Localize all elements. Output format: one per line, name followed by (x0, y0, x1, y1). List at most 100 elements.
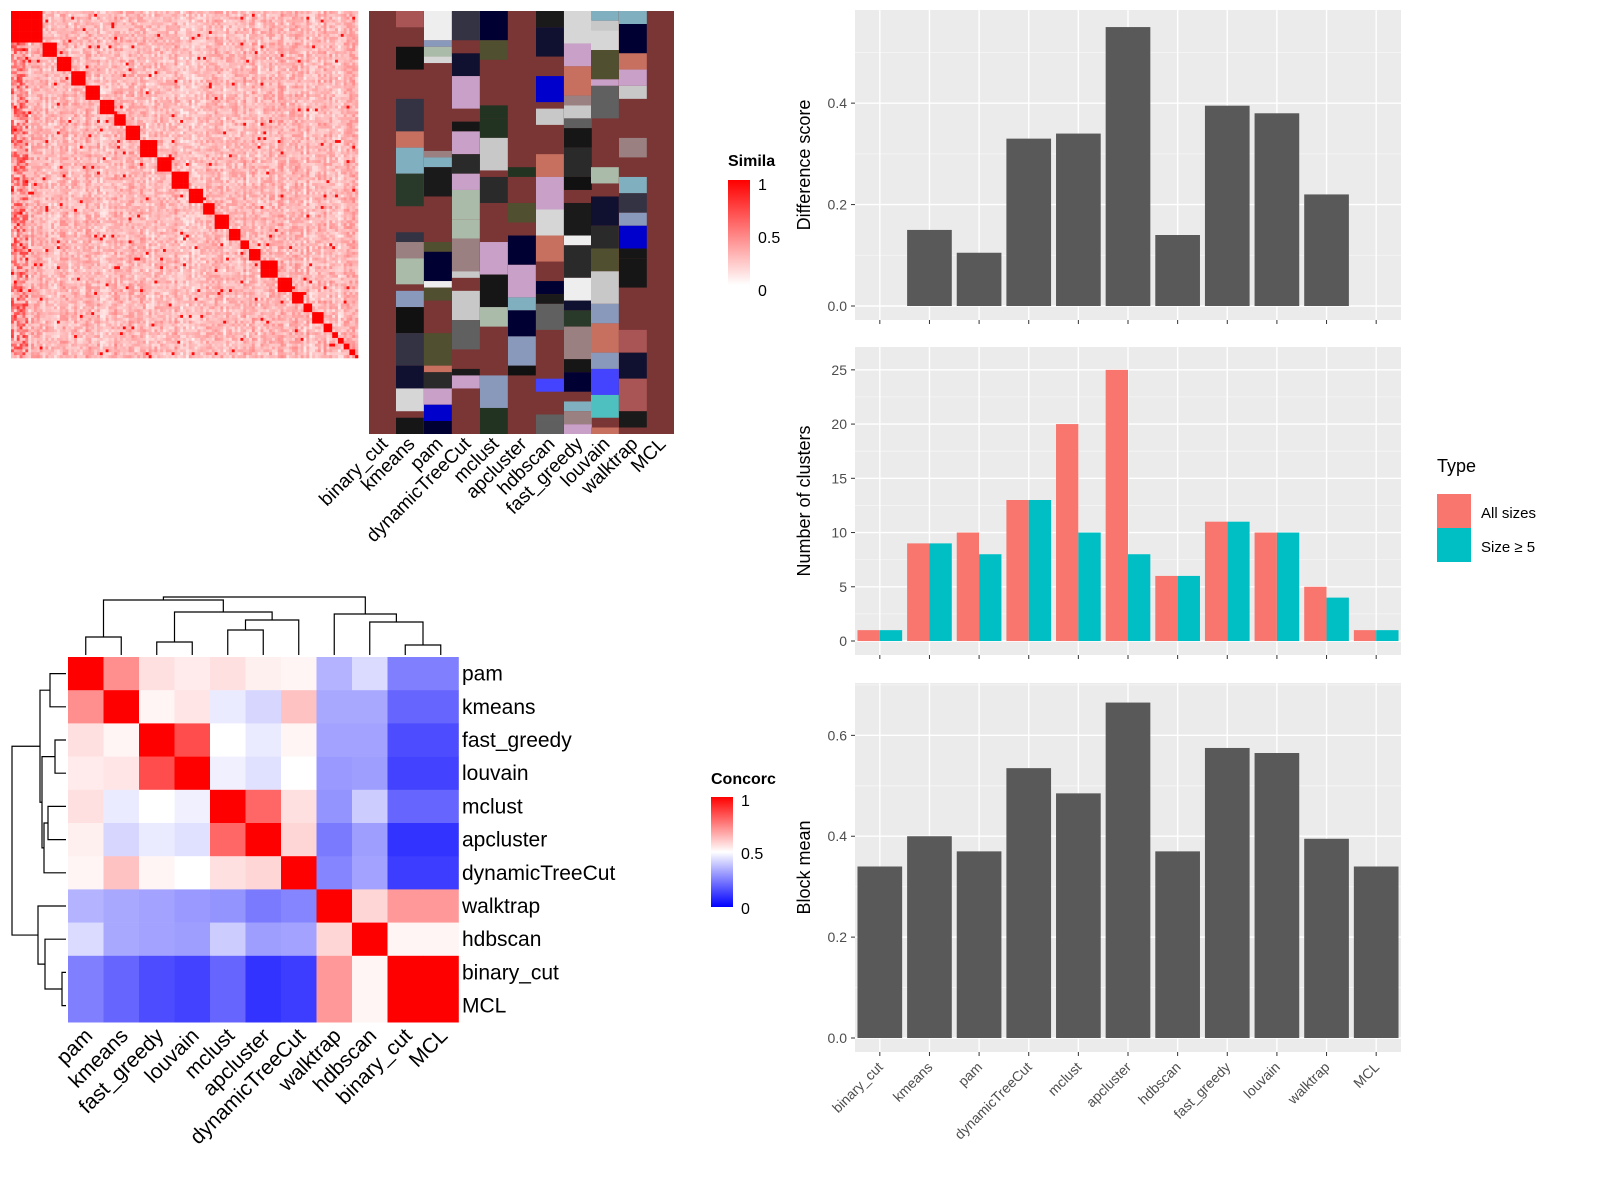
similarity-cell (39, 25, 43, 29)
similarity-cell (317, 39, 322, 43)
similarity-cell (263, 16, 267, 20)
similarity-cell (289, 13, 293, 18)
similarity-cell (151, 97, 155, 101)
similarity-cell (25, 71, 29, 75)
similarity-cell (194, 39, 198, 43)
similarity-cell (16, 45, 20, 49)
similarity-cell (114, 19, 118, 23)
similarity-cell (355, 25, 359, 29)
similarity-cell (171, 71, 175, 75)
similarity-cell (39, 108, 43, 112)
similarity-cell (309, 42, 313, 46)
similarity-cell (335, 22, 339, 26)
similarity-cell (292, 111, 296, 115)
similarity-cell (62, 111, 66, 115)
similarity-cell (326, 25, 330, 29)
similarity-cell (271, 79, 276, 83)
similarity-cell (171, 117, 175, 121)
similarity-cell (260, 76, 264, 81)
similarity-cell (340, 108, 344, 112)
similarity-cell (294, 19, 299, 23)
similarity-cell (85, 13, 89, 18)
similarity-cell (283, 42, 287, 46)
similarity-cell (128, 33, 132, 38)
similarity-cell (145, 28, 149, 32)
similarity-cell (211, 16, 215, 20)
similarity-cell (22, 51, 26, 55)
similarity-cell (105, 65, 109, 69)
similarity-cell (51, 79, 55, 83)
similarity-cell (309, 68, 313, 72)
similarity-cell (346, 33, 350, 38)
similarity-cell (352, 36, 356, 40)
similarity-cell (168, 42, 172, 46)
similarity-cell (194, 16, 198, 20)
similarity-cell (171, 11, 175, 15)
similarity-cell (28, 42, 32, 46)
similarity-cell (108, 114, 112, 118)
similarity-cell (183, 36, 187, 40)
similarity-cell (119, 114, 124, 118)
similarity-cell (119, 91, 124, 95)
similarity-cell (240, 48, 244, 52)
similarity-cell (122, 33, 127, 38)
similarity-cell (25, 79, 29, 83)
similarity-cell (51, 111, 55, 115)
similarity-cell (203, 125, 207, 129)
similarity-cell (137, 102, 141, 106)
similarity-cell (337, 25, 342, 29)
similarity-cell (125, 111, 129, 115)
similarity-cell (329, 42, 333, 46)
similarity-cell (157, 79, 161, 83)
similarity-cell (111, 11, 115, 15)
similarity-cell (283, 111, 287, 115)
similarity-cell (271, 99, 276, 104)
similarity-cell (177, 125, 181, 129)
similarity-cell (157, 19, 161, 23)
similarity-cell (45, 22, 49, 26)
similarity-cell (326, 13, 330, 18)
similarity-cell (97, 76, 101, 81)
similarity-cell (11, 91, 15, 95)
similarity-cell (292, 117, 296, 121)
similarity-cell (231, 56, 235, 61)
similarity-cell (355, 117, 359, 121)
similarity-cell (340, 31, 344, 35)
similarity-cell (337, 39, 342, 43)
similarity-cell (122, 114, 127, 118)
similarity-cell (223, 125, 227, 129)
similarity-cell (346, 117, 350, 121)
similarity-cell (65, 128, 69, 132)
similarity-cell (231, 76, 235, 81)
similarity-cell (220, 79, 224, 83)
similarity-cell (102, 74, 106, 78)
similarity-cell (349, 117, 353, 121)
similarity-cell (335, 19, 339, 23)
similarity-cell (352, 59, 356, 63)
similarity-cell (36, 54, 40, 58)
similarity-cell (260, 108, 264, 112)
similarity-cell (71, 125, 75, 129)
similarity-cell (200, 91, 204, 95)
similarity-cell (206, 42, 210, 46)
similarity-cell (240, 56, 244, 61)
similarity-cell (329, 31, 333, 35)
similarity-cell (122, 99, 127, 104)
similarity-cell (71, 102, 75, 106)
similarity-cell (323, 45, 327, 49)
similarity-cell (251, 45, 256, 49)
similarity-cell (240, 59, 244, 63)
similarity-cell (11, 31, 15, 35)
similarity-cell (117, 108, 121, 112)
similarity-cell (16, 19, 20, 23)
similarity-cell (51, 114, 55, 118)
similarity-cell (277, 54, 281, 58)
similarity-cell (28, 128, 32, 132)
similarity-cell (33, 48, 38, 52)
similarity-cell (180, 31, 184, 35)
similarity-cell (165, 85, 170, 89)
similarity-cell (274, 19, 278, 23)
similarity-cell (85, 79, 89, 83)
similarity-cell (131, 19, 135, 23)
similarity-cell (269, 74, 273, 78)
